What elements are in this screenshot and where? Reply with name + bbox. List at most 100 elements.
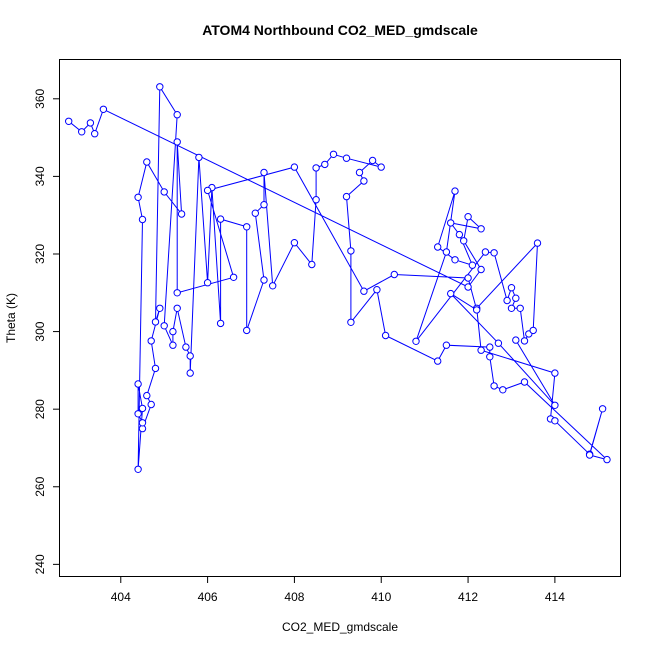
data-point [173, 289, 181, 297]
data-point [347, 318, 355, 326]
x-tick-label: 404 [111, 590, 131, 604]
data-point [243, 326, 251, 335]
data-point [490, 249, 498, 257]
data-point [134, 380, 142, 388]
data-point [195, 153, 203, 162]
data-point [147, 337, 155, 345]
x-tick-label: 408 [284, 590, 304, 604]
data-point [481, 248, 490, 256]
data-point [529, 326, 537, 335]
data-point [464, 213, 472, 221]
x-tick-label: 410 [371, 590, 391, 604]
data-point [186, 369, 194, 377]
data-point [203, 186, 212, 195]
data-point [442, 341, 451, 349]
data-point [512, 294, 520, 302]
data-point [169, 327, 177, 336]
x-tick-label: 412 [458, 590, 478, 604]
y-tick-label: 240 [33, 554, 47, 574]
data-point [143, 391, 151, 400]
data-point [473, 306, 481, 314]
x-axis: 404 406 408 410 412 414 [111, 576, 565, 604]
data-point [360, 287, 368, 295]
data-point [173, 138, 181, 146]
data-point [347, 247, 355, 255]
chart-title: ATOM4 Northbound CO2_MED_gmdscale [202, 22, 478, 38]
data-point [486, 343, 494, 351]
data-point [598, 405, 607, 413]
data-point [585, 451, 594, 459]
data-point [460, 237, 468, 245]
data-point [434, 243, 442, 251]
data-point [468, 261, 477, 269]
data-point [368, 156, 377, 165]
data-point [520, 378, 529, 386]
data-point [329, 150, 338, 159]
data-point [342, 192, 351, 201]
data-point [260, 201, 268, 209]
data-point [507, 304, 516, 312]
data-point [551, 369, 559, 377]
data-point [99, 105, 108, 114]
data-point [455, 230, 464, 239]
y-axis: 240 260 280 300 320 340 360 [33, 88, 60, 574]
x-tick-label: 414 [545, 590, 565, 604]
data-point [151, 364, 160, 373]
series-path [68, 85, 608, 470]
data-point [507, 284, 516, 292]
y-tick-label: 340 [33, 166, 47, 186]
data-point [91, 130, 99, 138]
series-points [65, 83, 611, 473]
data-point [138, 404, 147, 413]
data-point [143, 158, 151, 166]
data-point [216, 215, 225, 223]
data-point [290, 163, 299, 171]
data-point [477, 225, 485, 233]
data-point [377, 163, 385, 171]
data-point [156, 83, 164, 91]
data-point [321, 160, 329, 169]
data-point [134, 193, 142, 202]
data-point [551, 417, 559, 425]
y-tick-label: 280 [33, 399, 47, 419]
data-point [412, 337, 420, 345]
data-point [160, 188, 168, 196]
data-point [312, 196, 320, 204]
data-point [177, 210, 186, 218]
data-point [451, 187, 459, 195]
data-point [373, 286, 381, 294]
data-point [520, 337, 529, 345]
data-point [434, 357, 442, 365]
data-point [486, 353, 494, 361]
data-point [464, 274, 472, 282]
data-point [499, 386, 507, 394]
data-point [342, 154, 351, 162]
data-point [186, 352, 194, 360]
data-point [464, 283, 472, 291]
data-point [312, 164, 320, 172]
series-line [68, 85, 608, 470]
data-point [134, 410, 142, 418]
data-point [173, 304, 181, 312]
data-point [138, 215, 147, 224]
data-point [494, 339, 503, 347]
data-point [381, 331, 390, 340]
data-point [169, 341, 177, 349]
data-point [442, 248, 451, 256]
data-point [447, 289, 455, 298]
y-tick-label: 260 [33, 476, 47, 496]
data-point [260, 276, 268, 284]
x-tick-label: 406 [198, 590, 218, 604]
data-point [260, 168, 268, 177]
data-point [516, 304, 524, 312]
data-point [551, 401, 559, 409]
data-point [203, 279, 212, 287]
data-point [308, 260, 316, 269]
data-point [173, 111, 181, 119]
x-axis-label: CO2_MED_gmdscale [282, 620, 398, 634]
plot-frame [59, 59, 621, 577]
data-point [216, 319, 225, 328]
data-point [360, 177, 368, 185]
data-point [447, 219, 455, 227]
data-point [477, 346, 485, 354]
